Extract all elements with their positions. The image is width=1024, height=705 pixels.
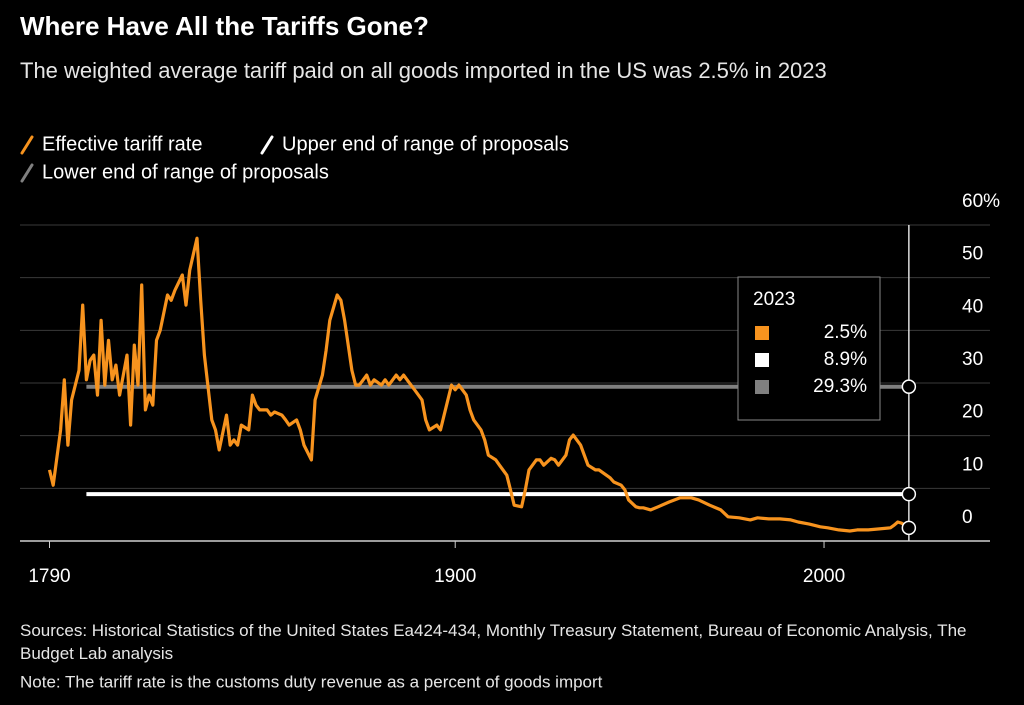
end-marker (901, 520, 917, 536)
y-tick-label: 30 (962, 349, 983, 370)
chart-title: Where Have All the Tariffs Gone? (20, 11, 429, 41)
legend-box-value: 29.3% (813, 376, 867, 397)
series-line (47, 236, 910, 533)
legend-box-swatch (755, 353, 769, 367)
x-tick-label: 1790 (28, 566, 70, 587)
legend-box-swatch (755, 326, 769, 340)
end-marker (901, 379, 917, 394)
y-tick-label: 20 (962, 402, 983, 423)
legend-box-value: 8.9% (824, 349, 867, 370)
legend-label: Effective tariff rate (42, 133, 202, 155)
sources: Sources: Historical Statistics of the Un… (20, 621, 966, 663)
legend-swatch (20, 135, 34, 155)
y-tick-label: 40 (962, 296, 983, 317)
legend-box-value: 2.5% (824, 322, 867, 343)
legend-box (737, 276, 881, 421)
legend-swatch (20, 163, 34, 183)
y-tick-label: 10 (962, 454, 983, 475)
y-tick-label: 60% (962, 191, 1000, 212)
y-tick-label: 0 (962, 507, 973, 528)
x-tick-label: 1900 (434, 566, 476, 587)
y-tick-label: 50 (962, 244, 983, 265)
legend-swatch (260, 135, 274, 155)
legend-box-title: 2023 (753, 289, 795, 310)
x-tick-label: 2000 (803, 566, 845, 587)
note: Note: The tariff rate is the customs dut… (20, 672, 603, 691)
end-marker (901, 486, 917, 502)
legend-label: Lower end of range of proposals (42, 161, 329, 183)
legend-box-swatch (755, 380, 769, 394)
chart-subtitle: The weighted average tariff paid on all … (20, 58, 827, 83)
legend-label: Upper end of range of proposals (282, 133, 569, 155)
